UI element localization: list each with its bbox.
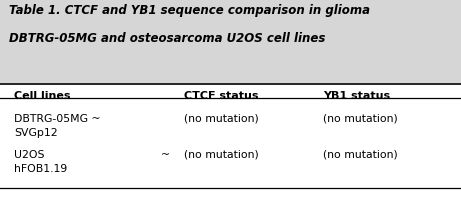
Text: (no mutation): (no mutation) xyxy=(184,149,259,159)
Text: DBTRG-05MG and osteosarcoma U2OS cell lines: DBTRG-05MG and osteosarcoma U2OS cell li… xyxy=(9,32,325,45)
Text: CTCF status: CTCF status xyxy=(184,91,259,101)
Text: (no mutation): (no mutation) xyxy=(323,149,397,159)
Text: U2OS: U2OS xyxy=(14,149,44,159)
Text: DBTRG-05MG ~: DBTRG-05MG ~ xyxy=(14,113,100,123)
Text: Cell lines: Cell lines xyxy=(14,91,71,101)
Text: (no mutation): (no mutation) xyxy=(323,113,397,123)
Bar xyxy=(0,84,461,200)
Text: hFOB1.19: hFOB1.19 xyxy=(14,163,67,173)
Text: YB1 status: YB1 status xyxy=(323,91,390,101)
Text: SVGp12: SVGp12 xyxy=(14,127,58,137)
Text: ~: ~ xyxy=(161,149,171,159)
Text: Table 1. CTCF and YB1 sequence comparison in glioma: Table 1. CTCF and YB1 sequence compariso… xyxy=(9,4,370,17)
Text: (no mutation): (no mutation) xyxy=(184,113,259,123)
